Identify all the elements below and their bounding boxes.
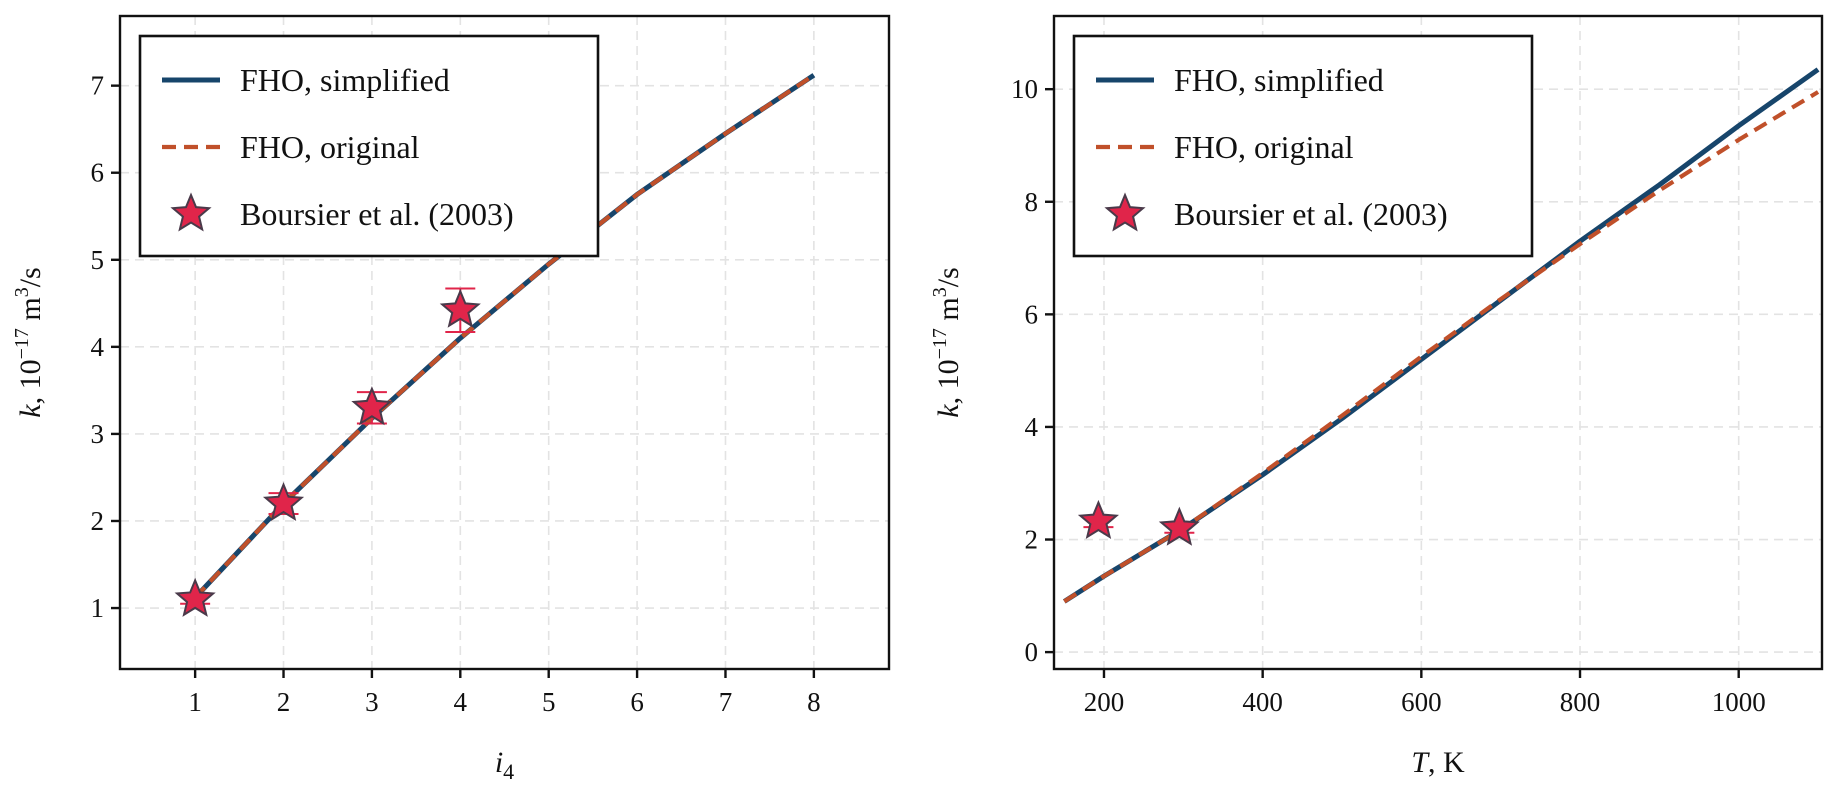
left-chart-panel: 1 2 3 4 5 6 7 8 1 2 3 4 5 6 7 i4 k, 10−17 m3/s FHO, simpl… bbox=[11, 14, 891, 784]
legend-label: FHO, original bbox=[240, 129, 420, 165]
y-tick-label: 3 bbox=[91, 419, 105, 449]
data-point-boursier-star bbox=[351, 386, 393, 426]
data-point-boursier-star bbox=[262, 481, 305, 522]
legend-label: FHO, simplified bbox=[240, 62, 450, 98]
x-tick-label: 4 bbox=[454, 687, 468, 717]
x-tick-label: 600 bbox=[1401, 687, 1442, 717]
x-tick-label: 800 bbox=[1560, 687, 1601, 717]
series-line-fho-simplified bbox=[1062, 67, 1820, 604]
x-axis-label: i4 bbox=[495, 746, 514, 784]
x-tick-label: 6 bbox=[630, 687, 644, 717]
right-chart-panel: 200 400 600 800 1000 0 2 4 6 8 10 T, K k, 10−17 m3/s… bbox=[929, 14, 1824, 779]
x-tick-label: 200 bbox=[1084, 687, 1125, 717]
y-tick-label: 0 bbox=[1025, 637, 1039, 667]
legend: FHO, simplified FHO, original Boursier et … bbox=[1072, 34, 1534, 258]
y-axis-label: k, 10−17 m3/s bbox=[11, 267, 47, 417]
legend-label: Boursier et al. (2003) bbox=[1174, 196, 1448, 232]
x-tick-label: 1000 bbox=[1712, 687, 1766, 717]
axes-frame bbox=[118, 14, 891, 671]
data-point-boursier-star bbox=[439, 288, 481, 328]
y-tick-label: 4 bbox=[91, 332, 105, 362]
data-point-boursier-star bbox=[1158, 506, 1200, 546]
x-tick-label: 7 bbox=[719, 687, 733, 717]
x-tick-label: 5 bbox=[542, 687, 556, 717]
y-tick-label: 6 bbox=[91, 158, 105, 188]
y-tick-label: 7 bbox=[91, 71, 105, 101]
x-tick-label: 8 bbox=[807, 687, 821, 717]
axes-frame bbox=[1052, 14, 1824, 671]
plot-area bbox=[1062, 67, 1820, 604]
x-tick-label: 1 bbox=[188, 687, 202, 717]
legend-label: FHO, original bbox=[1174, 129, 1354, 165]
y-tick-label: 2 bbox=[1025, 525, 1039, 555]
legend-label: FHO, simplified bbox=[1174, 62, 1384, 98]
y-tick-label: 2 bbox=[91, 506, 105, 536]
plot-area bbox=[174, 73, 816, 617]
series-line-fho-original bbox=[193, 73, 816, 600]
legend-label: Boursier et al. (2003) bbox=[240, 196, 514, 232]
y-tick-label: 5 bbox=[91, 245, 105, 275]
y-tick-label: 6 bbox=[1025, 299, 1039, 329]
legend-swatch-boursier-star bbox=[170, 192, 212, 232]
data-point-boursier-star bbox=[1077, 499, 1119, 540]
x-tick-label: 3 bbox=[365, 687, 379, 717]
legend-swatch-boursier-star bbox=[1104, 192, 1146, 232]
data-point-boursier-star bbox=[174, 577, 216, 617]
y-tick-label: 8 bbox=[1025, 187, 1039, 217]
legend: FHO, simplified FHO, original Boursier et … bbox=[138, 34, 600, 258]
y-tick-label: 1 bbox=[91, 593, 105, 623]
x-axis-label: T, K bbox=[1411, 746, 1465, 779]
y-tick-label: 10 bbox=[1011, 74, 1038, 104]
x-tick-label: 400 bbox=[1242, 687, 1283, 717]
x-tick-label: 2 bbox=[277, 687, 291, 717]
y-axis-label: k, 10−17 m3/s bbox=[929, 267, 965, 417]
y-tick-label: 4 bbox=[1025, 412, 1039, 442]
series-line-fho-original bbox=[1063, 90, 1820, 604]
